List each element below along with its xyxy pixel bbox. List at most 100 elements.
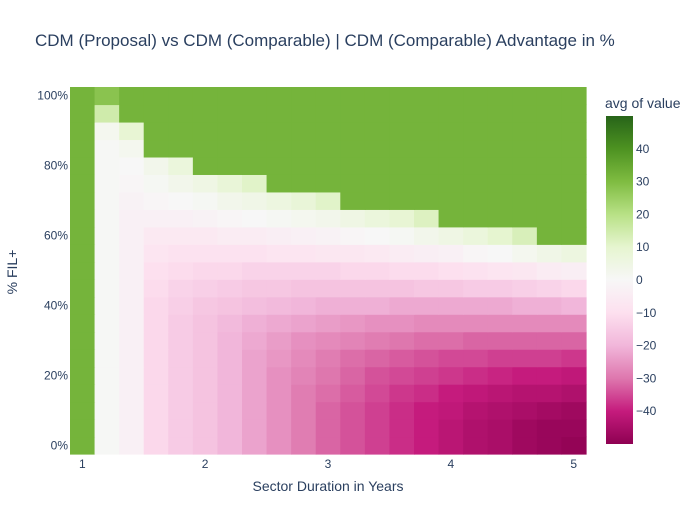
heatmap-cell [143, 87, 169, 106]
heatmap-cell [512, 296, 538, 315]
heatmap-cell [315, 121, 341, 141]
heatmap-cell [463, 314, 489, 333]
heatmap-cell [94, 401, 120, 420]
heatmap-cell [512, 156, 538, 175]
heatmap-cell [364, 244, 391, 263]
heatmap-cell [143, 419, 169, 438]
heatmap-cell [536, 121, 563, 141]
heatmap-cell [487, 419, 513, 438]
heatmap-cell [561, 191, 587, 210]
heatmap-cell [168, 401, 194, 420]
heatmap-cell [119, 331, 145, 350]
heatmap-cell [192, 436, 219, 455]
heatmap-cell [266, 314, 292, 333]
heatmap-cell [561, 261, 587, 280]
heatmap-cell [512, 87, 538, 106]
heatmap-cell [119, 296, 145, 315]
heatmap-cell [463, 104, 489, 123]
heatmap-cell [438, 401, 464, 420]
heatmap-cell [217, 244, 243, 263]
heatmap-cell [364, 384, 391, 403]
heatmap-cell [168, 314, 194, 333]
heatmap-cell [168, 366, 194, 385]
heatmap-cell [536, 419, 563, 438]
heatmap-cell [70, 401, 96, 420]
colorbar-tick-label: 10 [636, 240, 650, 254]
heatmap-cell [168, 209, 194, 228]
x-tick-label: 3 [325, 457, 332, 471]
heatmap-cell [389, 436, 415, 455]
heatmap-cell [217, 384, 243, 403]
heatmap-cell [340, 384, 366, 403]
heatmap-cell [70, 121, 96, 141]
heatmap-cell [414, 349, 440, 368]
heatmap-cell [364, 296, 391, 315]
heatmap-cell [438, 419, 464, 438]
heatmap-cell [340, 296, 366, 315]
heatmap-cell [217, 314, 243, 333]
heatmap-cell [536, 174, 563, 193]
heatmap-cell [536, 261, 563, 280]
heatmap-cell [414, 156, 440, 175]
heatmap-cell [463, 174, 489, 193]
heatmap-cell [143, 104, 169, 123]
heatmap-cell [94, 104, 120, 123]
heatmap-cell [143, 401, 169, 420]
heatmap-cell [266, 279, 292, 298]
heatmap-cell [414, 296, 440, 315]
heatmap-cell [192, 314, 219, 333]
heatmap-cell [389, 87, 415, 106]
heatmap-cell [414, 174, 440, 193]
heatmap-cell [414, 331, 440, 350]
heatmap-cell [291, 244, 317, 263]
heatmap-cell [119, 384, 145, 403]
heatmap-cell [512, 349, 538, 368]
heatmap-cell [192, 121, 219, 141]
heatmap-cell [143, 436, 169, 455]
x-tick-label: 1 [79, 457, 86, 471]
heatmap-cell [143, 191, 169, 210]
heatmap-cell [364, 121, 391, 141]
colorbar-ticks: 40 30 20 10 0 −10 −20 −30 −40 [636, 142, 657, 418]
heatmap-cell [389, 121, 415, 141]
heatmap-cell [487, 244, 513, 263]
heatmap-cell [340, 366, 366, 385]
colorbar-tick-label: 20 [636, 207, 650, 221]
heatmap-cell [561, 279, 587, 298]
heatmap-cell [438, 261, 464, 280]
heatmap-cell [217, 156, 243, 175]
heatmap-cell [94, 209, 120, 228]
heatmap-cell [438, 209, 464, 228]
heatmap-cell [364, 349, 391, 368]
heatmap-cell [561, 156, 587, 175]
heatmap-cell [561, 366, 587, 385]
heatmap-cell [217, 436, 243, 455]
heatmap-cell [340, 87, 366, 106]
heatmap-cell [70, 191, 96, 210]
heatmap-cell [168, 121, 194, 141]
heatmap-cell [119, 401, 145, 420]
heatmap-cell [242, 331, 268, 350]
heatmap-cell [512, 419, 538, 438]
heatmap-cell [217, 366, 243, 385]
heatmap-cell [291, 419, 317, 438]
heatmap-cell [414, 419, 440, 438]
heatmap-cell [242, 296, 268, 315]
heatmap-cell [389, 331, 415, 350]
heatmap-cell [414, 244, 440, 263]
heatmap-cell [315, 419, 341, 438]
heatmap-cell [143, 226, 169, 245]
heatmap-cell [389, 226, 415, 245]
heatmap-cell [70, 226, 96, 245]
heatmap-cell [217, 226, 243, 245]
heatmap-cell [463, 121, 489, 141]
heatmap-cell [242, 279, 268, 298]
heatmap-cell [389, 419, 415, 438]
heatmap-cell [291, 261, 317, 280]
heatmap-cell [561, 331, 587, 350]
heatmap-cell [536, 296, 563, 315]
heatmap-cell [168, 226, 194, 245]
heatmap-cell [242, 401, 268, 420]
heatmap-cell [242, 314, 268, 333]
heatmap-cell [217, 419, 243, 438]
